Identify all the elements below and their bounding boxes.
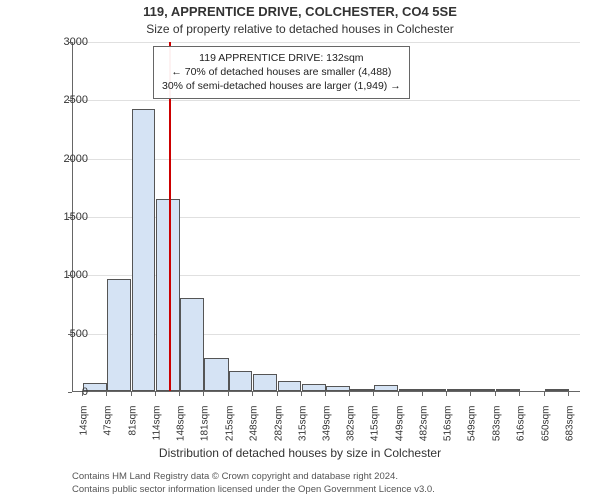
annotation-line: 30% of semi-detached houses are larger (… bbox=[162, 79, 401, 93]
histogram-bar bbox=[326, 386, 349, 391]
x-tick-mark bbox=[544, 392, 545, 396]
y-tick-label: 1500 bbox=[32, 211, 88, 223]
y-tick-mark bbox=[68, 334, 72, 335]
y-tick-label: 500 bbox=[32, 328, 88, 340]
y-tick-mark bbox=[68, 100, 72, 101]
x-tick-label: 315sqm bbox=[297, 406, 308, 446]
y-tick-mark bbox=[68, 275, 72, 276]
histogram-bar bbox=[180, 298, 203, 391]
x-tick-label: 683sqm bbox=[564, 406, 575, 446]
chart-container: 119, APPRENTICE DRIVE, COLCHESTER, CO4 5… bbox=[0, 0, 600, 500]
x-tick-label: 382sqm bbox=[346, 406, 357, 446]
y-tick-mark bbox=[68, 42, 72, 43]
y-tick-label: 3000 bbox=[32, 36, 88, 48]
y-tick-label: 0 bbox=[32, 386, 88, 398]
x-tick-mark bbox=[277, 392, 278, 396]
histogram-bar bbox=[302, 384, 326, 391]
histogram-bar bbox=[423, 389, 446, 391]
footer-line2: Contains public sector information licen… bbox=[72, 484, 435, 496]
grid-line bbox=[73, 42, 580, 43]
y-tick-mark bbox=[68, 159, 72, 160]
x-tick-mark bbox=[228, 392, 229, 396]
annotation-box: 119 APPRENTICE DRIVE: 132sqm← 70% of det… bbox=[153, 46, 410, 99]
x-tick-label: 14sqm bbox=[79, 406, 90, 446]
histogram-bar bbox=[447, 389, 471, 391]
x-tick-label: 583sqm bbox=[492, 406, 503, 446]
x-tick-label: 650sqm bbox=[540, 406, 551, 446]
annotation-line: ← 70% of detached houses are smaller (4,… bbox=[162, 65, 401, 79]
histogram-bar bbox=[350, 389, 374, 391]
y-tick-label: 2500 bbox=[32, 94, 88, 106]
histogram-bar bbox=[253, 374, 277, 392]
footer-attribution: Contains HM Land Registry data © Crown c… bbox=[72, 471, 435, 496]
x-tick-mark bbox=[252, 392, 253, 396]
x-tick-mark bbox=[519, 392, 520, 396]
histogram-bar bbox=[471, 389, 494, 391]
x-tick-label: 482sqm bbox=[418, 406, 429, 446]
x-tick-label: 282sqm bbox=[273, 406, 284, 446]
histogram-bar bbox=[229, 371, 252, 391]
histogram-bar bbox=[545, 389, 569, 391]
histogram-bar bbox=[399, 389, 423, 391]
x-tick-mark bbox=[398, 392, 399, 396]
x-tick-mark bbox=[446, 392, 447, 396]
x-tick-label: 148sqm bbox=[176, 406, 187, 446]
chart-title: 119, APPRENTICE DRIVE, COLCHESTER, CO4 5… bbox=[0, 4, 600, 19]
annotation-line: 119 APPRENTICE DRIVE: 132sqm bbox=[162, 51, 401, 65]
x-tick-label: 349sqm bbox=[322, 406, 333, 446]
x-tick-mark bbox=[373, 392, 374, 396]
x-tick-label: 449sqm bbox=[394, 406, 405, 446]
histogram-bar bbox=[132, 109, 155, 391]
x-tick-mark bbox=[179, 392, 180, 396]
x-tick-mark bbox=[131, 392, 132, 396]
x-tick-label: 616sqm bbox=[516, 406, 527, 446]
histogram-bar bbox=[204, 358, 228, 391]
histogram-bar bbox=[107, 279, 131, 391]
x-tick-mark bbox=[325, 392, 326, 396]
histogram-bar bbox=[278, 381, 301, 392]
y-tick-label: 1000 bbox=[32, 269, 88, 281]
x-tick-mark bbox=[301, 392, 302, 396]
x-tick-label: 215sqm bbox=[225, 406, 236, 446]
y-tick-mark bbox=[68, 392, 72, 393]
x-tick-mark bbox=[155, 392, 156, 396]
x-tick-label: 81sqm bbox=[127, 406, 138, 446]
x-tick-mark bbox=[495, 392, 496, 396]
footer-line1: Contains HM Land Registry data © Crown c… bbox=[72, 471, 435, 483]
x-tick-label: 415sqm bbox=[370, 406, 381, 446]
y-tick-mark bbox=[68, 217, 72, 218]
x-tick-label: 549sqm bbox=[467, 406, 478, 446]
chart-subtitle: Size of property relative to detached ho… bbox=[0, 22, 600, 36]
grid-line bbox=[73, 100, 580, 101]
x-tick-label: 248sqm bbox=[248, 406, 259, 446]
x-tick-mark bbox=[82, 392, 83, 396]
x-tick-mark bbox=[106, 392, 107, 396]
y-tick-label: 2000 bbox=[32, 153, 88, 165]
x-tick-mark bbox=[568, 392, 569, 396]
x-tick-label: 516sqm bbox=[443, 406, 454, 446]
x-tick-mark bbox=[203, 392, 204, 396]
plot-area: 119 APPRENTICE DRIVE: 132sqm← 70% of det… bbox=[72, 42, 580, 392]
histogram-bar bbox=[374, 385, 397, 391]
x-tick-label: 47sqm bbox=[103, 406, 114, 446]
x-tick-label: 114sqm bbox=[151, 406, 162, 446]
x-axis-label: Distribution of detached houses by size … bbox=[0, 446, 600, 460]
x-tick-mark bbox=[349, 392, 350, 396]
x-tick-mark bbox=[470, 392, 471, 396]
histogram-bar bbox=[496, 389, 520, 391]
x-tick-label: 181sqm bbox=[200, 406, 211, 446]
x-tick-mark bbox=[422, 392, 423, 396]
